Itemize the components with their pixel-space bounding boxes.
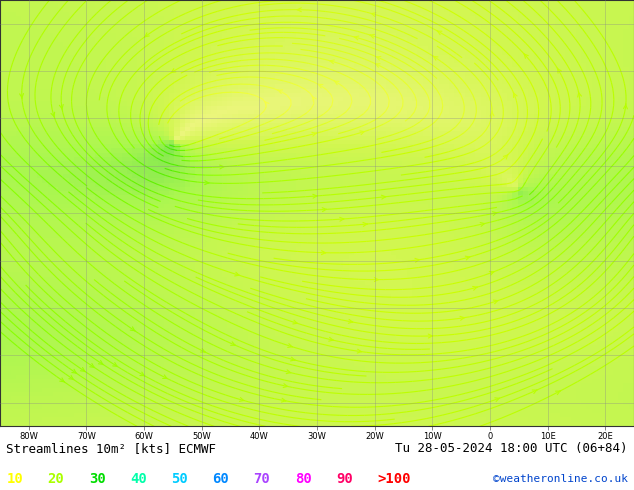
FancyArrowPatch shape [375, 278, 378, 282]
FancyArrowPatch shape [90, 364, 94, 368]
Text: 10: 10 [6, 471, 23, 486]
FancyArrowPatch shape [382, 195, 385, 199]
FancyArrowPatch shape [532, 390, 537, 393]
FancyArrowPatch shape [72, 369, 77, 373]
Text: Tu 28-05-2024 18:00 UTC (06+84): Tu 28-05-2024 18:00 UTC (06+84) [395, 442, 628, 455]
FancyArrowPatch shape [98, 361, 103, 365]
FancyArrowPatch shape [113, 363, 117, 367]
FancyArrowPatch shape [286, 370, 291, 374]
Text: 20: 20 [48, 471, 64, 486]
Text: 40: 40 [130, 471, 146, 486]
FancyArrowPatch shape [60, 378, 65, 382]
FancyArrowPatch shape [313, 194, 317, 198]
Text: 50: 50 [171, 471, 188, 486]
FancyArrowPatch shape [623, 104, 628, 109]
Text: Streamlines 10m² [kts] ECMWF: Streamlines 10m² [kts] ECMWF [6, 442, 216, 455]
FancyArrowPatch shape [81, 368, 85, 371]
FancyArrowPatch shape [334, 81, 339, 85]
Text: 60: 60 [212, 471, 229, 486]
FancyArrowPatch shape [51, 112, 55, 118]
FancyArrowPatch shape [278, 90, 283, 94]
FancyArrowPatch shape [578, 92, 581, 97]
FancyArrowPatch shape [162, 375, 167, 379]
Text: ©weatheronline.co.uk: ©weatheronline.co.uk [493, 473, 628, 484]
FancyArrowPatch shape [555, 391, 560, 394]
FancyArrowPatch shape [312, 96, 316, 101]
FancyArrowPatch shape [490, 111, 494, 116]
FancyArrowPatch shape [480, 222, 485, 226]
FancyArrowPatch shape [348, 319, 353, 323]
FancyArrowPatch shape [354, 36, 359, 40]
FancyArrowPatch shape [489, 271, 494, 275]
FancyArrowPatch shape [297, 8, 301, 12]
FancyArrowPatch shape [60, 104, 63, 110]
Text: 90: 90 [336, 471, 353, 486]
FancyArrowPatch shape [322, 208, 327, 212]
FancyArrowPatch shape [357, 349, 361, 353]
FancyArrowPatch shape [283, 384, 288, 388]
FancyArrowPatch shape [437, 31, 442, 35]
Text: 80: 80 [295, 471, 311, 486]
FancyArrowPatch shape [495, 398, 500, 401]
FancyArrowPatch shape [360, 131, 365, 135]
FancyArrowPatch shape [514, 92, 517, 98]
FancyArrowPatch shape [524, 53, 528, 58]
FancyArrowPatch shape [140, 372, 145, 376]
FancyArrowPatch shape [281, 398, 286, 402]
FancyArrowPatch shape [219, 165, 224, 169]
FancyArrowPatch shape [231, 342, 235, 345]
FancyArrowPatch shape [20, 94, 23, 99]
FancyArrowPatch shape [240, 397, 244, 401]
FancyArrowPatch shape [69, 375, 74, 380]
FancyArrowPatch shape [330, 60, 334, 64]
FancyArrowPatch shape [372, 13, 376, 17]
FancyArrowPatch shape [145, 33, 149, 37]
FancyArrowPatch shape [171, 69, 176, 73]
FancyArrowPatch shape [363, 222, 367, 226]
FancyArrowPatch shape [493, 300, 498, 304]
FancyArrowPatch shape [472, 287, 477, 290]
FancyArrowPatch shape [290, 357, 295, 361]
FancyArrowPatch shape [429, 334, 432, 338]
FancyArrowPatch shape [200, 348, 205, 352]
FancyArrowPatch shape [288, 343, 292, 347]
FancyArrowPatch shape [433, 56, 438, 60]
FancyArrowPatch shape [460, 317, 464, 320]
FancyArrowPatch shape [312, 132, 316, 136]
FancyArrowPatch shape [557, 68, 561, 73]
FancyArrowPatch shape [415, 258, 419, 262]
FancyArrowPatch shape [503, 154, 508, 159]
FancyArrowPatch shape [293, 320, 297, 324]
FancyArrowPatch shape [465, 256, 470, 260]
FancyArrowPatch shape [321, 251, 326, 255]
FancyArrowPatch shape [340, 217, 344, 221]
FancyArrowPatch shape [205, 181, 209, 185]
FancyArrowPatch shape [131, 327, 135, 331]
FancyArrowPatch shape [370, 34, 375, 38]
FancyArrowPatch shape [265, 102, 269, 106]
Text: 30: 30 [89, 471, 105, 486]
FancyArrowPatch shape [493, 212, 497, 216]
FancyArrowPatch shape [318, 84, 323, 88]
FancyArrowPatch shape [329, 338, 333, 341]
Text: 70: 70 [254, 471, 270, 486]
Text: >100: >100 [377, 471, 411, 486]
FancyArrowPatch shape [375, 64, 380, 67]
FancyArrowPatch shape [376, 56, 381, 60]
FancyArrowPatch shape [235, 272, 239, 276]
